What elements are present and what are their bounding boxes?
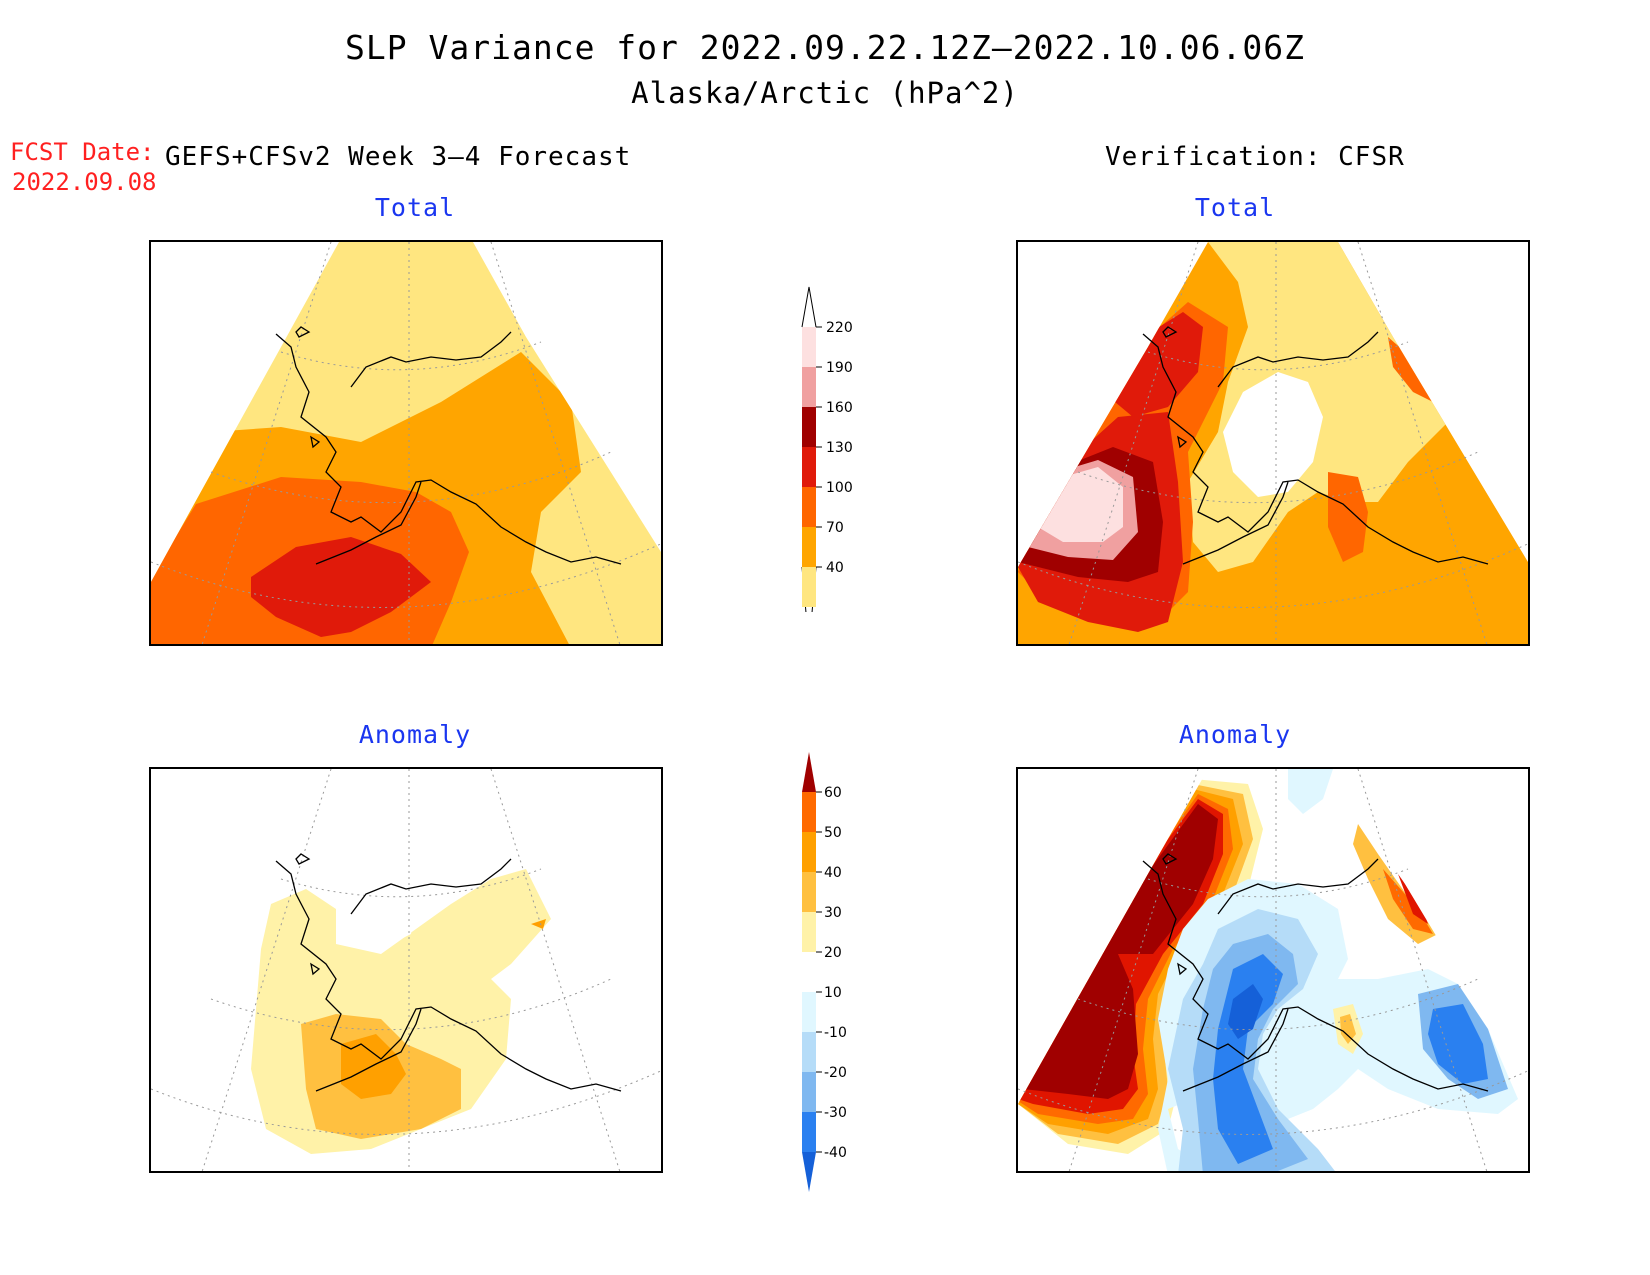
colorbar-swatch (802, 832, 816, 872)
colorbar-tick-label: -40 (824, 1145, 847, 1161)
colorbar-swatch (802, 367, 816, 407)
contour-130-160 (251, 537, 431, 637)
panel-title-verification-total: Total (1194, 193, 1276, 222)
colorbar-tick-label: 30 (824, 905, 842, 921)
contour-below-neg40-se (1428, 1004, 1488, 1084)
panel-title-forecast-anomaly: Anomaly (358, 720, 472, 749)
colorbar-swatch (802, 912, 816, 952)
colorbar-tick-label: 60 (824, 785, 842, 801)
colorbar-tick-label: 160 (826, 400, 853, 416)
colorbar-swatch (802, 1072, 816, 1112)
colorbar-swatch (802, 872, 816, 912)
contour-below-neg40 (1213, 954, 1283, 1164)
contour-neutral (346, 889, 416, 949)
colorbar-swatch (802, 792, 816, 832)
anomaly-colorbar: -40 -30 -20 -10 10 20 30 40 50 60 (790, 752, 860, 1206)
map-verification-total (1016, 240, 1530, 646)
figure-title: SLP Variance for 2022.09.22.12Z–2022.10.… (345, 28, 1305, 67)
colorbar-tick-label: 100 (826, 480, 853, 496)
colorbar-swatch (802, 527, 816, 567)
colorbar-tick-label: 220 (826, 320, 853, 336)
colorbar-tick-label: 50 (824, 825, 842, 841)
map-forecast-total (149, 240, 663, 646)
colorbar-swatch (802, 447, 816, 487)
total-colorbar: 40 70 100 130 160 190 220 (790, 282, 860, 648)
colorbar-tick-label: 10 (824, 985, 842, 1001)
colorbar-swatch (802, 1112, 816, 1152)
map-forecast-anomaly (149, 767, 663, 1173)
figure-subtitle: Alaska/Arctic (hPa^2) (631, 76, 1019, 110)
colorbar-tick-label: 190 (826, 360, 853, 376)
contour-100-130-se (1328, 472, 1368, 562)
colorbar-swatch (802, 487, 816, 527)
colorbar-swatch (802, 992, 816, 1032)
contour-above-220 (1038, 467, 1123, 542)
verification-column-header: Verification: CFSR (1105, 142, 1405, 172)
colorbar-tick-label: 40 (824, 865, 842, 881)
panel-title-verification-anomaly: Anomaly (1178, 720, 1292, 749)
contour-above-60 (1023, 804, 1218, 1099)
map-verification-anomaly (1016, 767, 1530, 1173)
colorbar-tick-label: 40 (826, 560, 844, 576)
colorbar-swatch (802, 327, 816, 367)
colorbar-swatch (802, 1032, 816, 1072)
colorbar-tick-label: 20 (824, 945, 842, 961)
forecast-column-header: GEFS+CFSv2 Week 3–4 Forecast (165, 142, 632, 172)
panel-title-forecast-total: Total (374, 193, 456, 222)
colorbar-tick-label: -10 (824, 1025, 847, 1041)
contour-130-160-north (1103, 312, 1203, 417)
colorbar-tick-label: -30 (824, 1105, 847, 1121)
fcst-date-label: FCST Date: (10, 138, 155, 166)
contour-below-40 (1223, 372, 1323, 497)
colorbar-swatch (802, 567, 816, 607)
colorbar-tick-label: -20 (824, 1065, 847, 1081)
colorbar-tick-label: 70 (826, 520, 844, 536)
colorbar-tick-label: 130 (826, 440, 853, 456)
fcst-date-value: 2022.09.08 (12, 168, 157, 196)
colorbar-swatch (802, 952, 816, 992)
colorbar-swatch (802, 407, 816, 447)
